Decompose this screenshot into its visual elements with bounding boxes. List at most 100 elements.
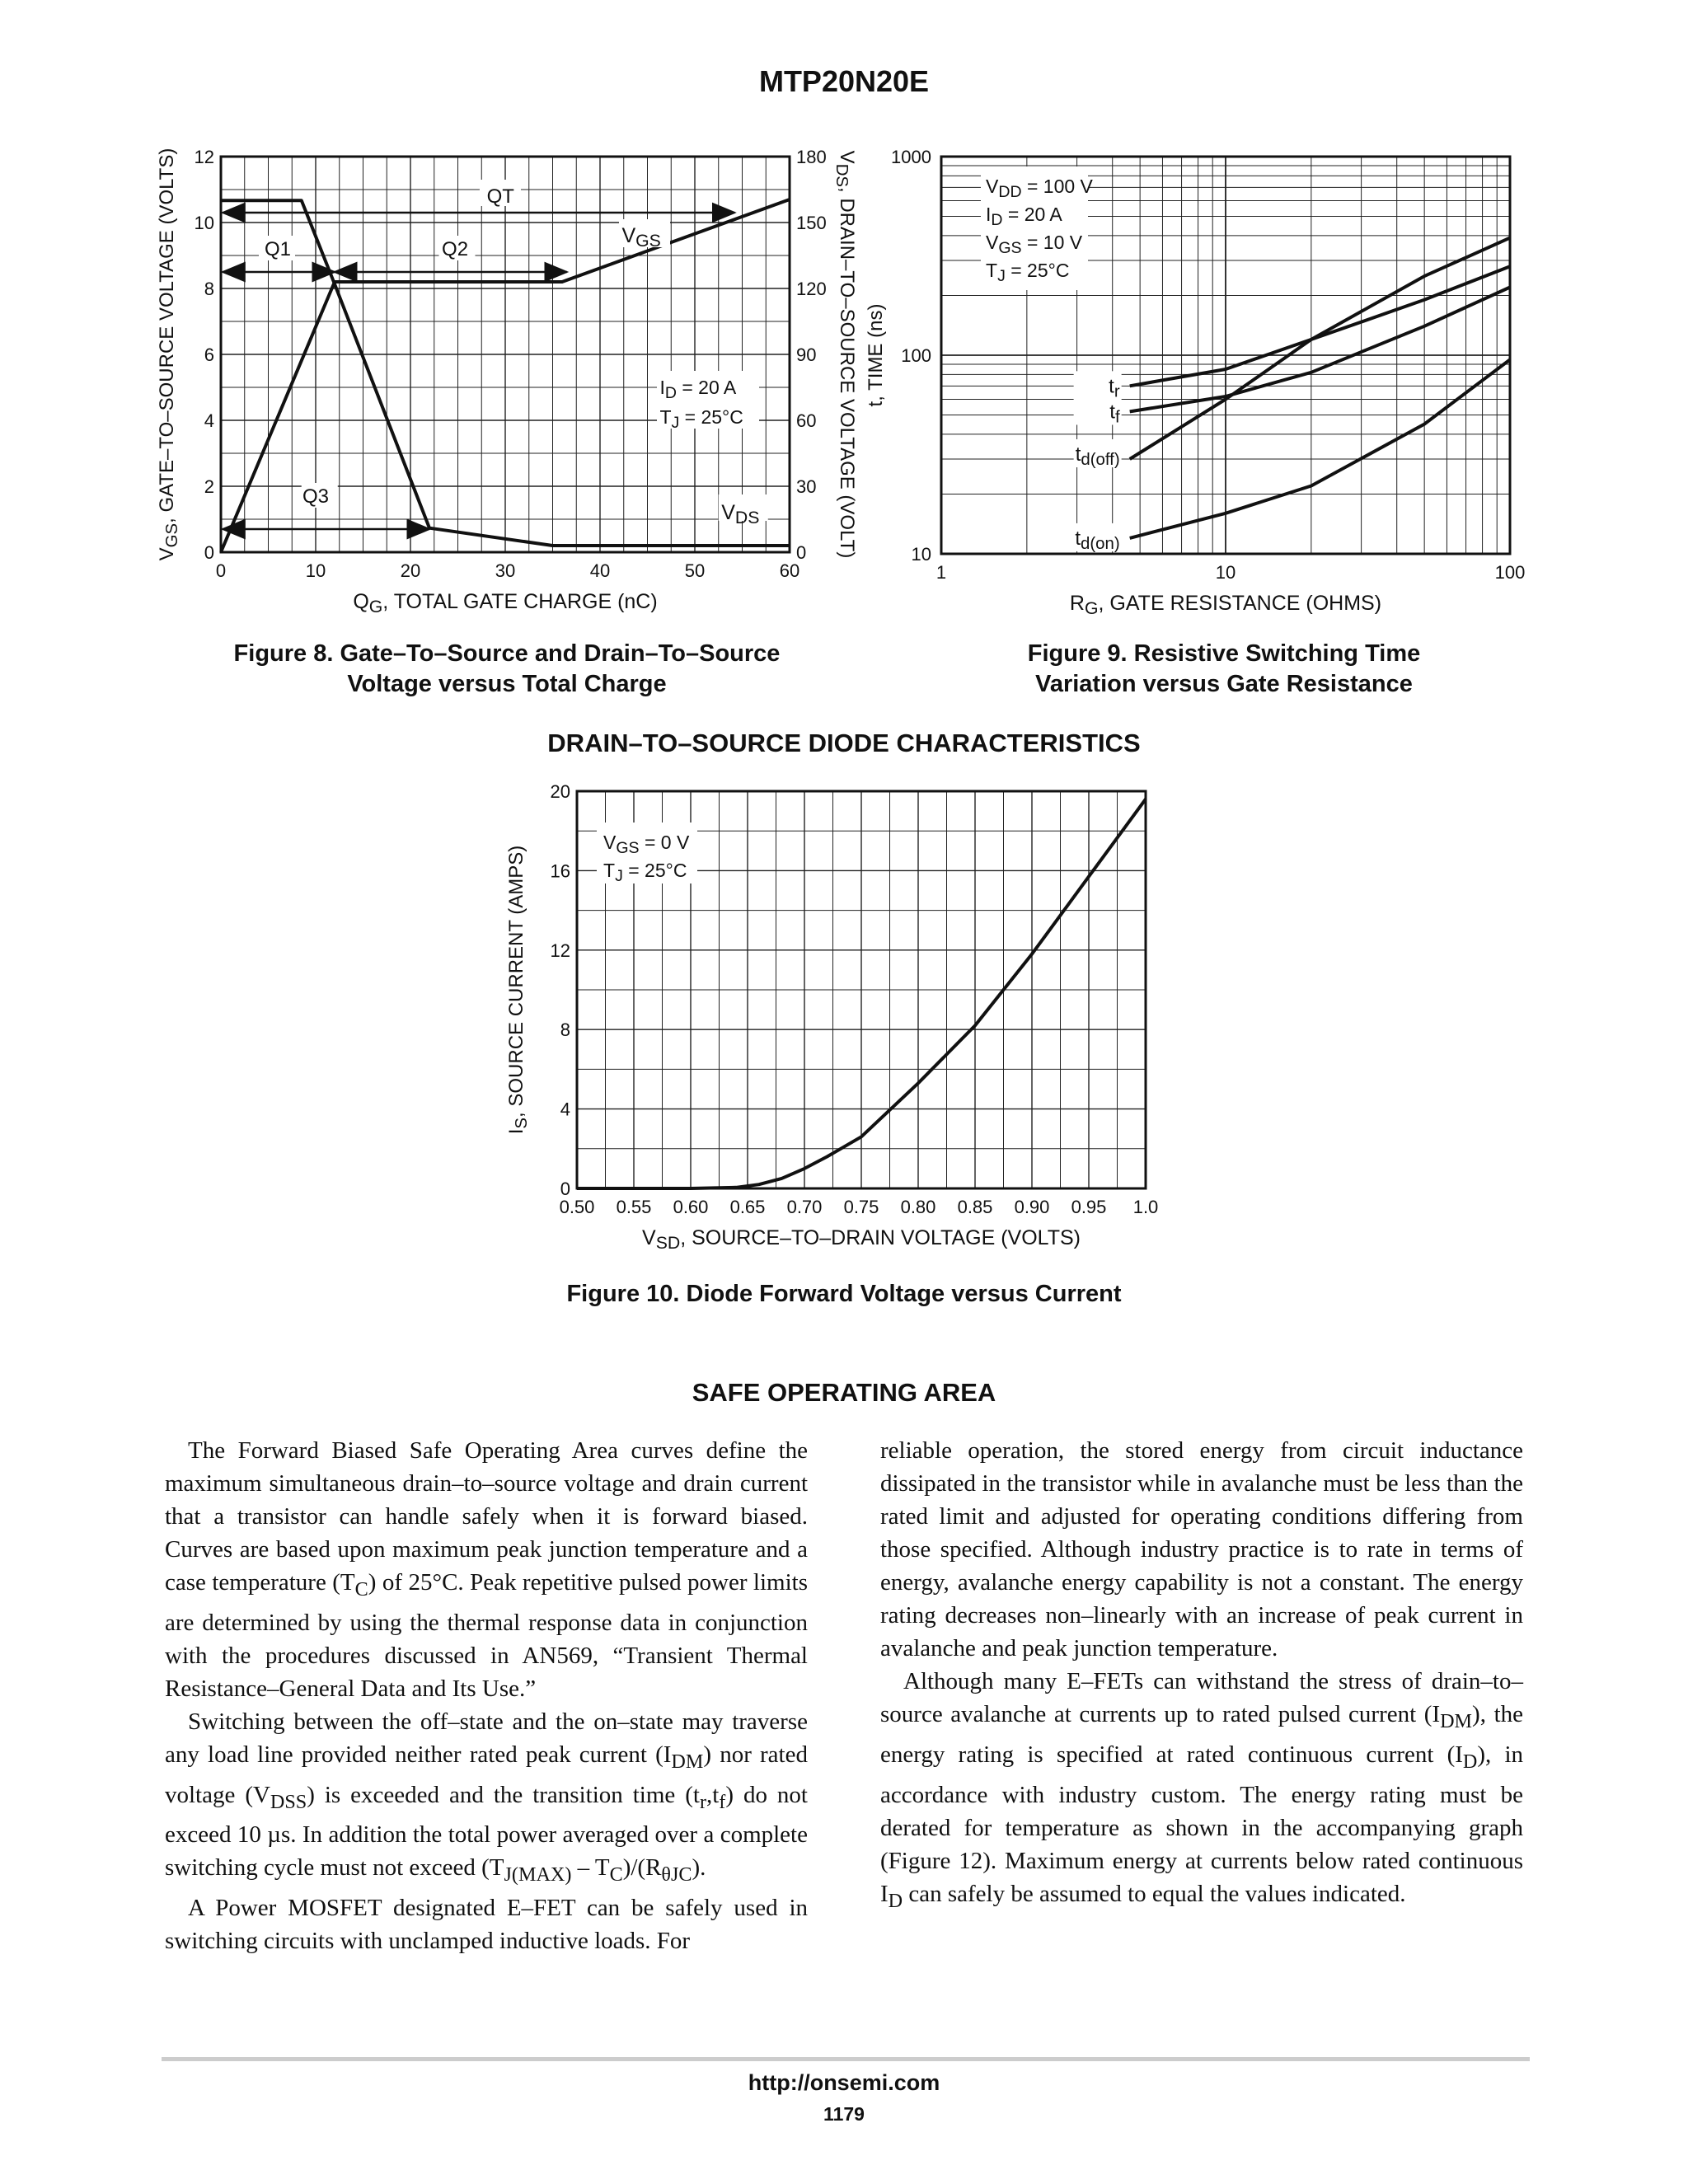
label-bg (1073, 523, 1122, 551)
plot-frame (219, 155, 791, 554)
label-bg (657, 371, 759, 429)
y-right-tick-label: 180 (796, 147, 827, 167)
plot-frame (575, 790, 1147, 1190)
paragraph: The Forward Biased Safe Operating Area c… (165, 1437, 808, 1702)
q1-label: Q1 (265, 238, 291, 260)
y-left-axis-label: VGS, GATE–TO–SOURCE VOLTAGE (VOLTS) (156, 148, 181, 561)
x-tick-label: 0.80 (901, 1197, 936, 1217)
label-bg (597, 823, 697, 883)
page-number: 1179 (823, 2103, 865, 2125)
condition-label: TJ = 25°C (603, 860, 687, 885)
x-tick-label: 0.90 (1015, 1197, 1050, 1217)
label-bg (1073, 396, 1122, 425)
x-tick-label: 0.85 (958, 1197, 993, 1217)
paragraph: Although many E–FETs can withstand the s… (880, 1668, 1524, 1912)
x-tick-label: 1.0 (1133, 1197, 1159, 1217)
label-bg (718, 494, 768, 521)
y-right-tick-label: 0 (796, 542, 806, 563)
figure-8-caption-line1: Figure 8. Gate–To–Source and Drain–To–So… (233, 640, 781, 667)
figure-9-caption-line1: Figure 9. Resistive Switching Time (1027, 640, 1421, 667)
series-line (1129, 358, 1512, 540)
x-tick-label: 0.65 (730, 1197, 766, 1217)
x-tick-label: 0.50 (560, 1197, 595, 1217)
condition-label: VGS = 10 V (986, 232, 1083, 257)
footer-divider (162, 2057, 1530, 2061)
y-right-tick-label: 120 (796, 279, 827, 299)
y-tick-label: 20 (551, 781, 570, 802)
condition-label: ID = 20 A (986, 204, 1062, 229)
label-bg (259, 236, 295, 260)
series-line (1129, 285, 1511, 414)
label-bg (1073, 439, 1122, 468)
y-tick-label: 8 (560, 1019, 570, 1040)
series-line (1128, 236, 1511, 461)
y-axis-label: IS, SOURCE CURRENT (AMPS) (505, 846, 531, 1135)
plot-frame (940, 155, 1512, 555)
y-tick-label: 0 (560, 1179, 570, 1199)
label-bg (619, 219, 670, 247)
x-tick-label: 0.55 (617, 1197, 652, 1217)
diode-section-title: DRAIN–TO–SOURCE DIODE CHARACTERISTICS (547, 729, 1141, 757)
vds-curve-label: VDS (721, 501, 759, 527)
label-bg (981, 166, 1088, 290)
figure-10-caption: Figure 10. Diode Forward Voltage versus … (566, 1281, 1122, 1307)
condition-label: ID = 20 A (659, 377, 736, 402)
y-tick-label: 12 (551, 940, 570, 961)
y-left-tick-label: 4 (204, 410, 214, 431)
q2-label: Q2 (442, 238, 468, 260)
x-tick-label: 0.70 (787, 1197, 823, 1217)
x-tick-label: 1 (936, 562, 946, 583)
paragraph: reliable operation, the stored energy fr… (880, 1437, 1523, 1661)
figure-9-caption-line2: Variation versus Gate Resistance (1035, 671, 1413, 697)
y-right-tick-label: 60 (796, 410, 816, 431)
label-bg (438, 236, 476, 260)
footer-url[interactable]: http://onsemi.com (748, 2070, 940, 2095)
condition-label: TJ = 25°C (986, 260, 1069, 285)
x-axis-label: VSD, SOURCE–TO–DRAIN VOLTAGE (VOLTS) (642, 1226, 1081, 1253)
x-tick-label: 40 (590, 560, 610, 581)
y-left-tick-label: 10 (195, 213, 214, 233)
condition-label: VDD = 100 V (986, 176, 1094, 201)
q3-label: Q3 (302, 485, 329, 508)
y-left-tick-label: 8 (204, 279, 214, 299)
y-right-tick-label: 30 (796, 476, 816, 497)
x-tick-label: 10 (1216, 562, 1236, 583)
curve-label: tr (1109, 375, 1120, 401)
y-left-tick-label: 0 (204, 542, 214, 563)
y-right-tick-label: 150 (796, 213, 827, 233)
condition-label: VGS = 0 V (603, 832, 690, 857)
x-tick-label: 50 (685, 560, 705, 581)
label-bg (479, 180, 521, 206)
curve-label: td(on) (1075, 527, 1119, 553)
body-left-column: The Forward Biased Safe Operating Area c… (165, 1434, 808, 1957)
x-axis-label: RG, GATE RESISTANCE (OHMS) (1070, 592, 1381, 618)
y-right-axis-label: VDS, DRAIN–TO–SOURCE VOLTAGE (VOLT) (832, 151, 858, 559)
x-tick-label: 10 (306, 560, 326, 581)
y-left-tick-label: 12 (195, 147, 214, 167)
paragraph: A Power MOSFET designated E–FET can be s… (165, 1895, 808, 1955)
x-tick-label: 0.60 (673, 1197, 709, 1217)
paragraph: Switching between the off–state and the … (165, 1708, 808, 1886)
soa-section-title: SAFE OPERATING AREA (692, 1378, 996, 1407)
body-right-column: reliable operation, the stored energy fr… (880, 1434, 1523, 1917)
series-line-is (577, 798, 1147, 1190)
y-tick-label: 100 (901, 345, 931, 366)
x-tick-label: 0 (216, 560, 226, 581)
y-left-tick-label: 2 (204, 476, 214, 497)
x-tick-label: 0.75 (844, 1197, 879, 1217)
y-tick-label: 4 (560, 1099, 570, 1120)
figure-8-caption: Figure 8. Gate–To–Source and Drain–To–So… (190, 639, 824, 700)
figure-8-caption-line2: Voltage versus Total Charge (347, 671, 667, 697)
x-tick-label: 100 (1495, 562, 1526, 583)
condition-label: TJ = 25°C (659, 406, 743, 432)
qt-label: QT (487, 185, 515, 208)
y-axis-label: t, TIME (ns) (865, 304, 887, 407)
x-tick-label: 20 (401, 560, 420, 581)
x-tick-label: 0.95 (1071, 1197, 1107, 1217)
x-axis-label: QG, TOTAL GATE CHARGE (nC) (353, 590, 657, 616)
y-tick-label: 10 (912, 544, 931, 565)
page-title: MTP20N20E (758, 64, 930, 98)
figure-10-chart: 0.50 0.55 0.60 0.65 0.70 0.75 0.80 0.85 0.90 0.95… (505, 781, 1159, 1253)
vgs-curve-label: VGS (621, 224, 660, 251)
